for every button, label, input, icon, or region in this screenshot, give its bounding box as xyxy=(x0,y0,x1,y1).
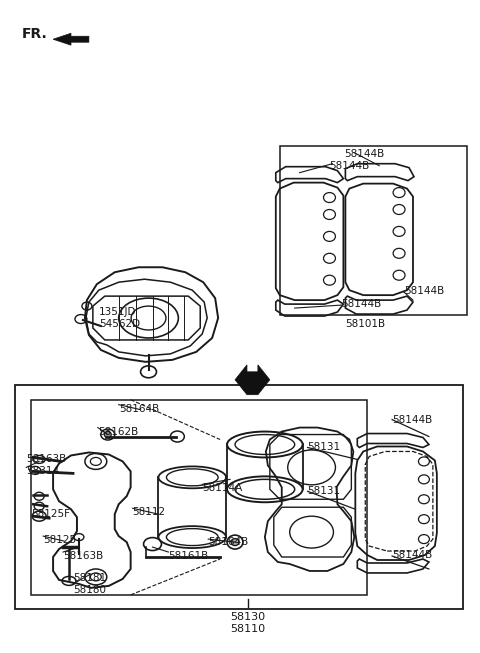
Text: FR.: FR. xyxy=(21,27,47,41)
Text: 58164B: 58164B xyxy=(208,537,249,547)
Bar xyxy=(15,385,463,609)
Text: 58144B: 58144B xyxy=(392,550,432,560)
Polygon shape xyxy=(235,365,270,394)
Text: 58163B: 58163B xyxy=(63,551,103,561)
Text: 58162B: 58162B xyxy=(98,426,138,437)
Text: 58110: 58110 xyxy=(230,624,265,633)
Text: 58131: 58131 xyxy=(308,486,341,496)
Text: 58125F: 58125F xyxy=(31,509,70,519)
Text: 58114A: 58114A xyxy=(202,483,242,493)
Polygon shape xyxy=(53,33,89,45)
Text: 58125: 58125 xyxy=(43,535,76,545)
Text: 58144B: 58144B xyxy=(344,149,384,159)
Text: 58101B: 58101B xyxy=(346,319,385,329)
Text: 58144B: 58144B xyxy=(341,299,382,309)
Text: 54562D: 54562D xyxy=(99,319,140,329)
Text: 58180: 58180 xyxy=(73,585,106,595)
Text: 58144B: 58144B xyxy=(404,286,444,296)
Text: 58163B: 58163B xyxy=(26,454,67,464)
Text: 58164B: 58164B xyxy=(119,404,159,413)
Bar xyxy=(31,400,367,595)
Ellipse shape xyxy=(231,539,239,545)
Text: 58131: 58131 xyxy=(308,443,341,453)
Text: 58181: 58181 xyxy=(73,573,106,583)
Text: 58130: 58130 xyxy=(230,612,265,622)
Text: 58144B: 58144B xyxy=(329,161,370,170)
Ellipse shape xyxy=(104,432,111,438)
Text: 58161B: 58161B xyxy=(168,551,209,561)
Text: 1351JD: 1351JD xyxy=(99,307,136,317)
Text: 58112: 58112 xyxy=(132,507,166,517)
Bar xyxy=(280,146,467,315)
Text: 58314: 58314 xyxy=(26,466,60,477)
Text: 58144B: 58144B xyxy=(392,415,432,424)
